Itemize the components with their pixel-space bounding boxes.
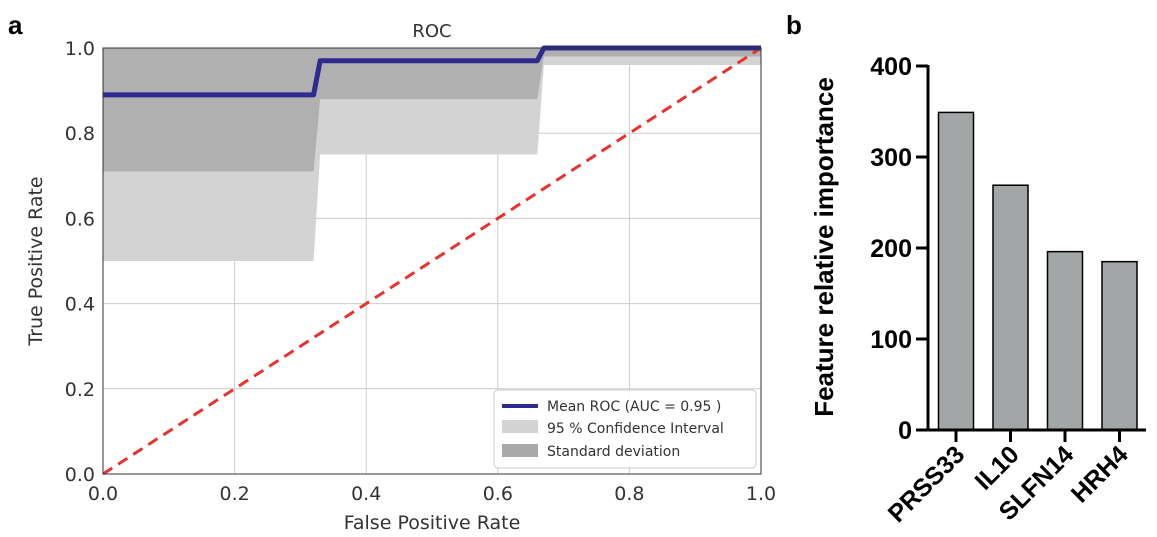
panel-label-b: b <box>786 10 802 40</box>
bar-slfn14 <box>1048 252 1083 430</box>
roc-y-tick-label: 0.8 <box>65 123 95 145</box>
legend-ci-label: 95 % Confidence Interval <box>547 421 724 437</box>
panel-label-a: a <box>8 10 23 40</box>
bar-y-axis-label: Feature relative importance <box>809 77 839 417</box>
roc-y-tick-label: 1.0 <box>65 38 95 60</box>
bar-x-tick-label: PRSS33 <box>883 440 971 528</box>
roc-bands <box>103 48 761 261</box>
bar-series <box>939 112 1138 430</box>
bar-prss33 <box>939 112 974 430</box>
roc-y-tick-label: 0.4 <box>65 294 95 316</box>
bar-y-tick-label: 400 <box>870 53 912 81</box>
roc-y-tick-label: 0.2 <box>65 379 95 401</box>
roc-legend: Mean ROC (AUC = 0.95 ) 95 % Confidence I… <box>494 390 756 468</box>
roc-title: ROC <box>412 21 451 42</box>
legend-std-swatch <box>502 444 538 457</box>
roc-x-tick-label: 0.0 <box>88 483 118 505</box>
roc-y-tick-labels: 0.0 0.2 0.4 0.6 0.8 1.0 <box>65 38 95 486</box>
roc-x-tick-label: 0.4 <box>351 483 381 505</box>
bar-hrh4 <box>1102 262 1137 430</box>
roc-x-tick-label: 1.0 <box>746 483 776 505</box>
legend-ci-swatch <box>502 420 538 433</box>
legend-std-label: Standard deviation <box>547 444 680 460</box>
bar-y-ticks: 0 100 200 300 400 <box>870 53 928 445</box>
roc-x-tick-label: 0.6 <box>483 483 513 505</box>
roc-x-tick-label: 0.2 <box>219 483 249 505</box>
roc-chart: ROC 0.0 0.2 0.4 0.6 0.8 1.0 0.0 0.2 0.4 0.6 0.8 1.… <box>25 21 776 534</box>
legend-mean-roc-label: Mean ROC (AUC = 0.95 ) <box>547 399 721 415</box>
bar-y-tick-label: 0 <box>898 417 912 445</box>
roc-y-tick-label: 0.6 <box>65 208 95 230</box>
bar-il10 <box>993 185 1028 430</box>
bar-y-tick-label: 100 <box>870 326 912 354</box>
roc-x-tick-label: 0.8 <box>614 483 644 505</box>
bar-x-tick-label: HRH4 <box>1066 440 1134 508</box>
bar-y-tick-label: 300 <box>870 144 912 172</box>
roc-y-axis-label: True Positive Rate <box>25 176 47 346</box>
roc-x-tick-labels: 0.0 0.2 0.4 0.6 0.8 1.0 <box>88 483 776 505</box>
roc-y-tick-label: 0.0 <box>65 464 95 486</box>
roc-x-axis-label: False Positive Rate <box>344 512 521 534</box>
bar-y-tick-label: 200 <box>870 235 912 263</box>
